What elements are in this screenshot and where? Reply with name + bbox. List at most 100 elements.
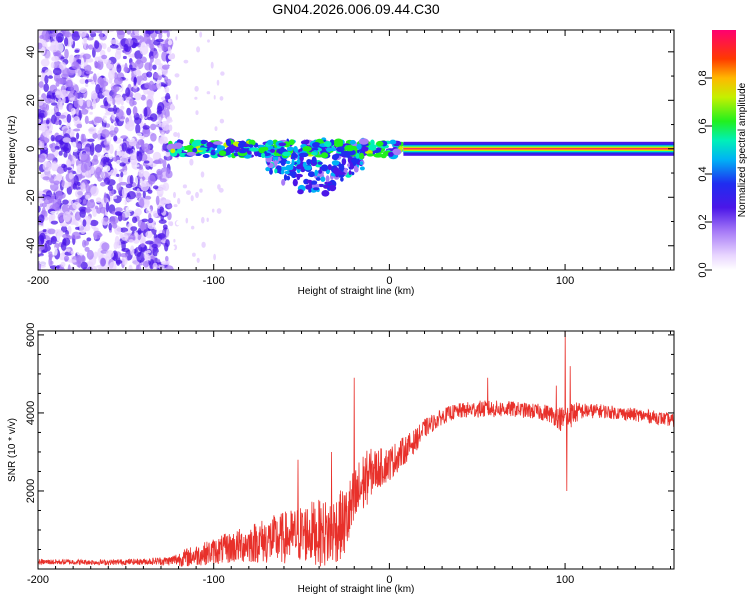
noise-blob [93,230,102,239]
spread-blob [338,171,346,176]
noise-blob [60,73,69,79]
noise-blob [64,48,69,60]
noise-blob [165,265,174,270]
noise-blob [137,228,142,235]
noise-blob [199,188,203,193]
noise-blob [116,183,122,191]
noise-blob [94,144,103,153]
spread-blob [274,159,278,168]
noise-blob [102,43,107,50]
noise-blob [56,166,65,174]
noise-blob [76,247,85,256]
noise-blob [55,111,61,117]
noise-blob [72,182,77,190]
noise-blob [206,217,209,222]
noise-blob [40,58,50,67]
noise-blob [140,30,144,36]
x-tick-label: 0 [386,275,392,287]
noise-blob [57,78,66,85]
noise-blob [61,203,70,214]
noise-blob [79,209,86,218]
noise-blob [121,198,125,209]
onset-blob [387,151,394,157]
onset-blob [349,140,356,145]
noise-blob [159,137,164,145]
noise-blob [103,59,112,65]
noise-blob [140,242,145,248]
onset-blob [270,148,275,153]
noise-blob [172,245,175,250]
noise-blob [70,107,76,115]
onset-blob [373,153,384,158]
y-tick-label: 40 [25,46,37,58]
spread-blob [302,161,307,168]
noise-blob [153,50,159,59]
noise-blob [49,224,56,228]
colorbar: 0.0 0.2 0.4 0.6 0.8 Normalized spectral ampl… [697,30,748,278]
noise-blob [92,132,98,139]
noise-blob [140,94,146,101]
noise-blob [76,143,82,149]
noise-blob [44,242,48,253]
noise-blob [195,191,199,199]
noise-blob [81,182,86,193]
noise-blob [68,172,74,180]
noise-blob [55,190,63,202]
noise-blob [103,158,107,165]
noise-blob [152,262,158,270]
noise-blob [125,148,134,154]
figure-title: GN04.2026.006.09.44.C30 [272,1,440,17]
noise-blob [147,217,154,224]
noise-blob [122,55,127,60]
noise-blob [94,116,103,124]
noise-blob [121,248,130,252]
noise-blob [152,37,156,42]
noise-blob [58,114,67,119]
spread-blob [305,184,313,190]
noise-blob [120,171,124,178]
noise-blob [145,30,155,34]
noise-blob [201,216,205,224]
onset-blob [321,152,329,159]
noise-blob [80,108,89,115]
noise-blob [145,231,153,239]
noise-blob [146,71,153,78]
noise-blob [164,242,169,252]
noise-blob [38,96,44,106]
snr-panel: -200 -100 0 100 2000 4000 6000 Height of strai… [7,323,675,595]
noise-blob [215,213,219,219]
noise-blob [155,195,160,206]
noise-blob [129,174,134,185]
noise-blob [66,167,72,171]
noise-blob [176,33,181,37]
noise-blob [50,235,57,245]
noise-blob [174,251,178,257]
noise-blob [220,71,225,76]
noise-blob [41,206,46,217]
noise-blob [80,57,85,67]
noise-blob [216,79,220,86]
spread-blob [359,161,364,166]
noise-blob [54,56,59,62]
noise-blob [163,200,171,205]
noise-blob [135,123,141,135]
onset-blob [238,142,245,149]
noise-blob [214,126,218,131]
colorbar-tick-label: 0.6 [697,118,709,133]
noise-blob [41,30,49,41]
noise-blob [183,59,189,64]
noise-blob [140,180,150,192]
spread-blob [283,174,288,181]
onset-blob [261,146,269,151]
x-tick-label: -200 [27,275,49,287]
noise-blob [84,115,89,125]
noise-blob [45,119,50,125]
onset-blob [191,140,200,148]
noise-blob [192,252,196,257]
noise-blob [159,178,167,183]
noise-blob [66,159,71,167]
noise-blob [56,265,60,269]
noise-blob [58,230,64,237]
noise-blob [82,53,91,60]
noise-blob [78,97,84,107]
